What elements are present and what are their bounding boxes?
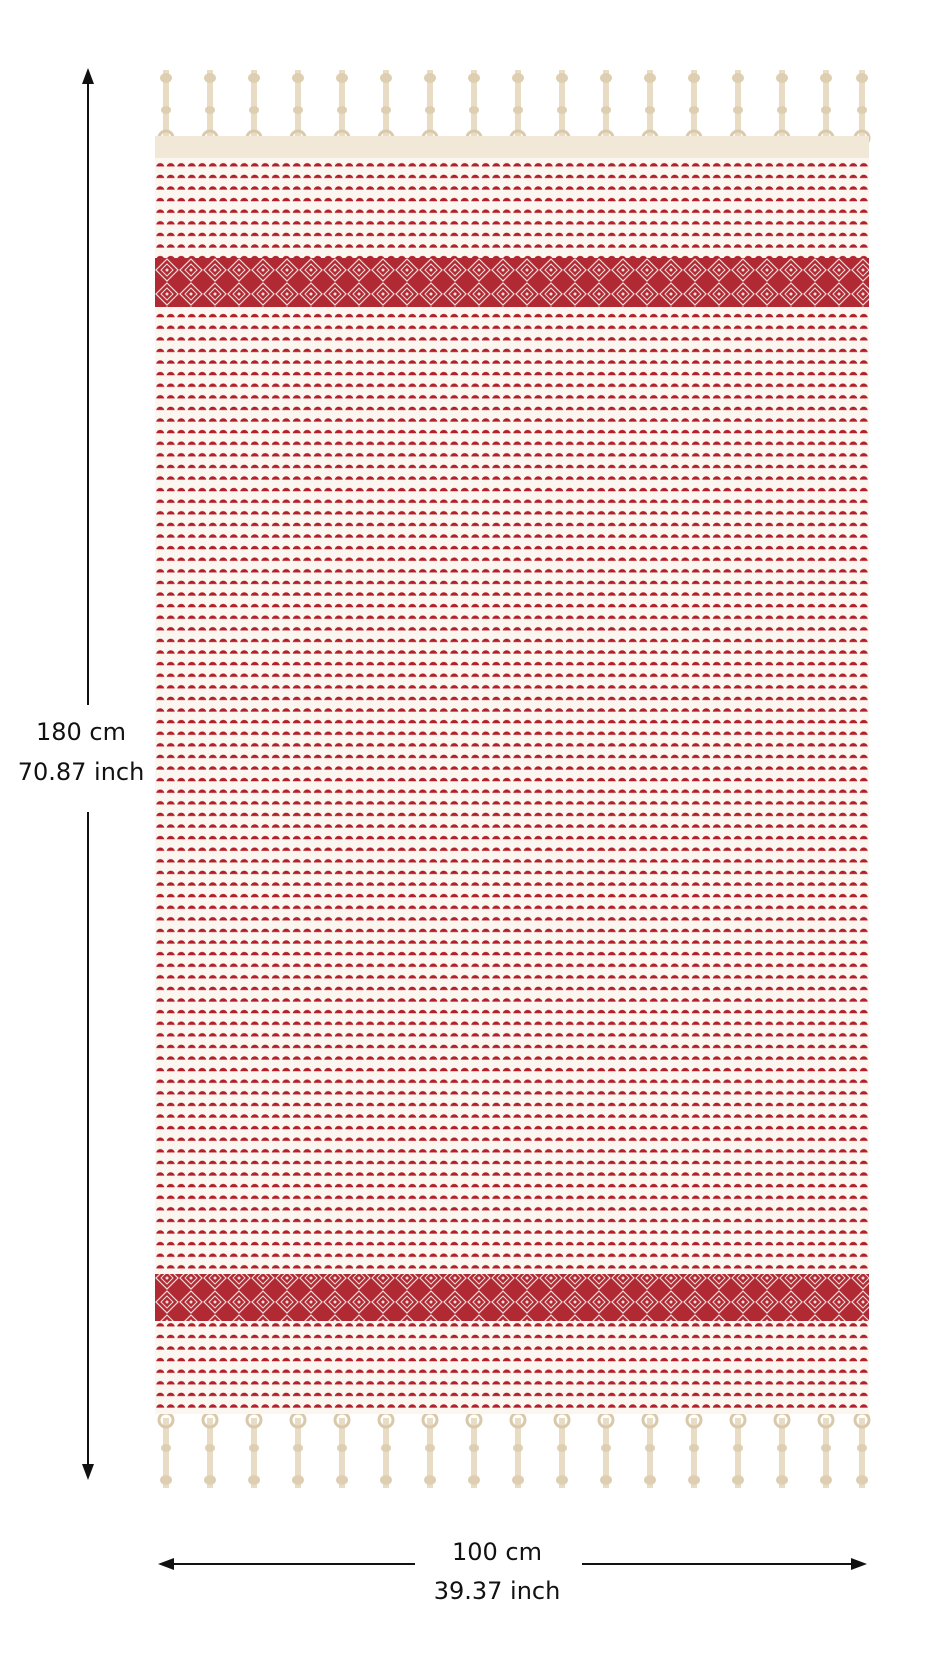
height-inch: 70.87 inch [18, 758, 145, 786]
top-hem [155, 136, 869, 158]
bottom-fringe [157, 1411, 871, 1490]
height-cm: 180 cm [36, 718, 126, 746]
top-band [155, 258, 869, 307]
towel [155, 68, 871, 1490]
width-cm: 100 cm [452, 1538, 542, 1566]
width-inch: 39.37 inch [434, 1577, 561, 1605]
towel-body [155, 158, 869, 1414]
top-fringe [157, 68, 871, 147]
bottom-band [155, 1274, 869, 1321]
width-dimension: 100 cm 39.37 inch [158, 1538, 867, 1605]
height-dimension: 180 cm 70.87 inch [18, 68, 145, 1480]
